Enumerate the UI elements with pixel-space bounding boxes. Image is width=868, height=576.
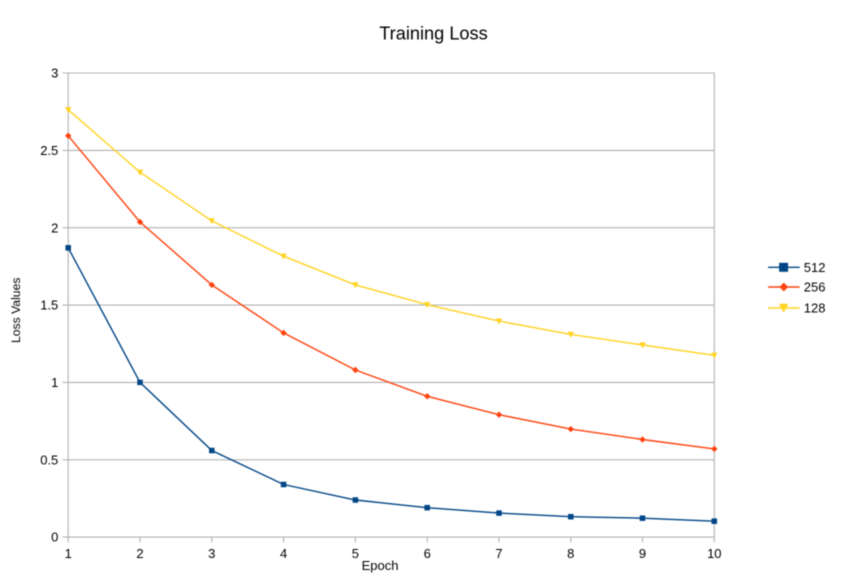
svg-text:1: 1 bbox=[65, 546, 72, 561]
svg-text:Training Loss: Training Loss bbox=[379, 23, 488, 43]
svg-text:1: 1 bbox=[51, 375, 58, 390]
svg-text:1.5: 1.5 bbox=[40, 298, 58, 313]
svg-text:6: 6 bbox=[424, 546, 431, 561]
svg-text:5: 5 bbox=[352, 546, 359, 561]
svg-text:2: 2 bbox=[51, 220, 58, 235]
svg-text:2: 2 bbox=[136, 546, 143, 561]
svg-text:256: 256 bbox=[804, 280, 826, 295]
svg-text:0: 0 bbox=[51, 530, 58, 545]
svg-text:128: 128 bbox=[804, 301, 826, 316]
svg-text:10: 10 bbox=[707, 546, 721, 561]
svg-text:0.5: 0.5 bbox=[40, 452, 58, 467]
svg-text:2.5: 2.5 bbox=[40, 143, 58, 158]
svg-text:7: 7 bbox=[495, 546, 502, 561]
svg-text:8: 8 bbox=[567, 546, 574, 561]
svg-text:Epoch: Epoch bbox=[362, 558, 399, 573]
svg-text:Loss Values: Loss Values bbox=[9, 278, 23, 344]
svg-text:4: 4 bbox=[280, 546, 287, 561]
svg-text:9: 9 bbox=[639, 546, 646, 561]
svg-text:3: 3 bbox=[51, 66, 58, 81]
svg-text:512: 512 bbox=[804, 260, 826, 275]
svg-text:3: 3 bbox=[208, 546, 215, 561]
